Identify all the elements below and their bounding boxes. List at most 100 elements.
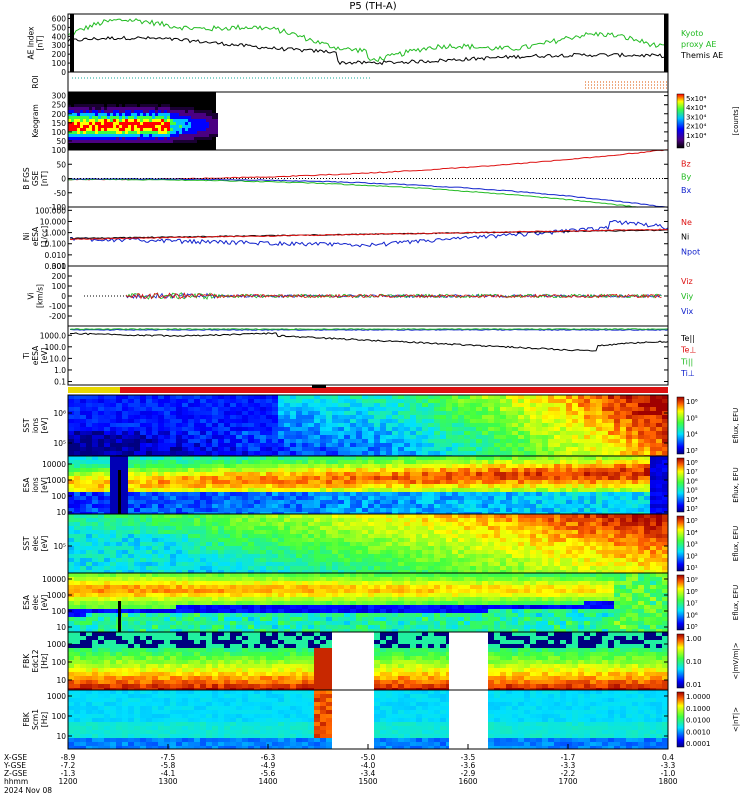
spectrogram-cell: [332, 492, 338, 496]
spectrogram-cell: [302, 447, 308, 451]
spectrogram-cell: [212, 562, 218, 566]
keogram-pixel: [158, 122, 161, 125]
spectrogram-cell: [182, 468, 188, 472]
spectrogram-cell: [254, 500, 260, 504]
spectrogram-cell: [464, 395, 470, 399]
keogram-pixel: [89, 122, 92, 125]
spectrogram-cell: [524, 508, 530, 512]
spectrogram-cell: [86, 423, 92, 427]
spectrogram-cell: [92, 546, 98, 550]
spectrogram-cell: [158, 534, 164, 538]
spectrogram-cell: [326, 480, 332, 484]
spectrogram-cell: [74, 484, 80, 488]
spectrogram-cell: [272, 468, 278, 472]
keogram-pixel: [155, 134, 158, 137]
spectrogram-cell: [92, 447, 98, 451]
keogram-pixel: [104, 113, 107, 116]
keogram-pixel: [119, 113, 122, 116]
spectrogram-cell: [122, 439, 128, 443]
spectrogram-cell: [98, 488, 104, 492]
spectrogram-cell: [338, 419, 344, 423]
keogram-pixel: [152, 140, 155, 143]
keogram-pixel: [200, 134, 203, 137]
spectrogram-cell: [602, 472, 608, 476]
spectrogram-cell: [452, 435, 458, 439]
spectrogram-cell: [608, 407, 614, 411]
spectrogram-cell: [188, 542, 194, 546]
keogram-pixel: [119, 122, 122, 125]
spectrogram-cell: [116, 562, 122, 566]
spectrogram-cell: [440, 431, 446, 435]
spectrogram-cell: [74, 526, 80, 530]
spectrogram-cell: [602, 480, 608, 484]
spectrogram-cell: [224, 492, 230, 496]
spectrogram-cell: [338, 488, 344, 492]
spectrogram-cell: [620, 492, 626, 496]
spectrogram-cell: [290, 538, 296, 542]
spectrogram-cell: [500, 472, 506, 476]
spectrogram-cell: [542, 456, 548, 460]
spectrogram-cell: [596, 484, 602, 488]
spectrogram-cell: [452, 500, 458, 504]
spectrogram-cell: [170, 443, 176, 447]
keogram-pixel: [149, 140, 152, 143]
spectrogram-cell: [134, 399, 140, 403]
spectrogram-cell: [440, 456, 446, 460]
keogram-pixel: [119, 104, 122, 107]
spectrogram-cell: [350, 530, 356, 534]
spectrogram-cell: [200, 439, 206, 443]
keogram-pixel: [125, 113, 128, 116]
spectrogram-cell: [512, 500, 518, 504]
spectrogram-cell: [134, 407, 140, 411]
spectrogram-cell: [122, 504, 128, 508]
spectrogram-cell: [434, 399, 440, 403]
spectrogram-cell: [260, 395, 266, 399]
spectrogram-cell: [272, 439, 278, 443]
spectrogram-cell: [140, 570, 146, 573]
keogram-pixel: [98, 134, 101, 137]
spectrogram-cell: [248, 488, 254, 492]
spectrogram-cell: [584, 500, 590, 504]
keogram-pixel: [143, 140, 146, 143]
spectrogram-cell: [74, 508, 80, 512]
spectrogram-cell: [530, 492, 536, 496]
spectrogram-cell: [266, 423, 272, 427]
spectrogram-cell: [464, 460, 470, 464]
spectrogram-cell: [260, 407, 266, 411]
spectrogram-cell: [374, 439, 380, 443]
keogram-pixel: [131, 122, 134, 125]
spectrogram-cell: [254, 399, 260, 403]
spectrogram-cell: [98, 464, 104, 468]
spectrogram-cell: [236, 508, 242, 512]
spectrogram-cell: [542, 415, 548, 419]
spectrogram-cell: [614, 403, 620, 407]
spectrogram-cell: [296, 431, 302, 435]
spectrogram-cell: [614, 484, 620, 488]
keogram-pixel: [170, 134, 173, 137]
spectrogram-cell: [584, 427, 590, 431]
spectrogram-cell: [494, 464, 500, 468]
spectrogram-cell: [284, 488, 290, 492]
spectrogram-cell: [452, 419, 458, 423]
spectrogram-cell: [272, 518, 278, 522]
spectrogram-cell: [146, 546, 152, 550]
keogram-pixel: [170, 116, 173, 119]
spectrogram-cell: [392, 460, 398, 464]
spectrogram-cell: [554, 480, 560, 484]
spectrogram-cell: [80, 492, 86, 496]
spectrogram-cell: [416, 488, 422, 492]
spectrogram-cell: [566, 488, 572, 492]
spectrogram-cell: [290, 395, 296, 399]
spectrogram-cell: [362, 554, 368, 558]
spectrogram-cell: [272, 512, 278, 514]
keogram-pixel: [137, 140, 140, 143]
keogram-pixel: [134, 140, 137, 143]
spectrogram-cell: [242, 534, 248, 538]
spectrogram-cell: [440, 550, 446, 554]
spectrogram-cell: [620, 480, 626, 484]
spectrogram-cell: [404, 550, 410, 554]
spectrogram-cell: [248, 419, 254, 423]
spectrogram-cell: [458, 562, 464, 566]
keogram-pixel: [137, 113, 140, 116]
